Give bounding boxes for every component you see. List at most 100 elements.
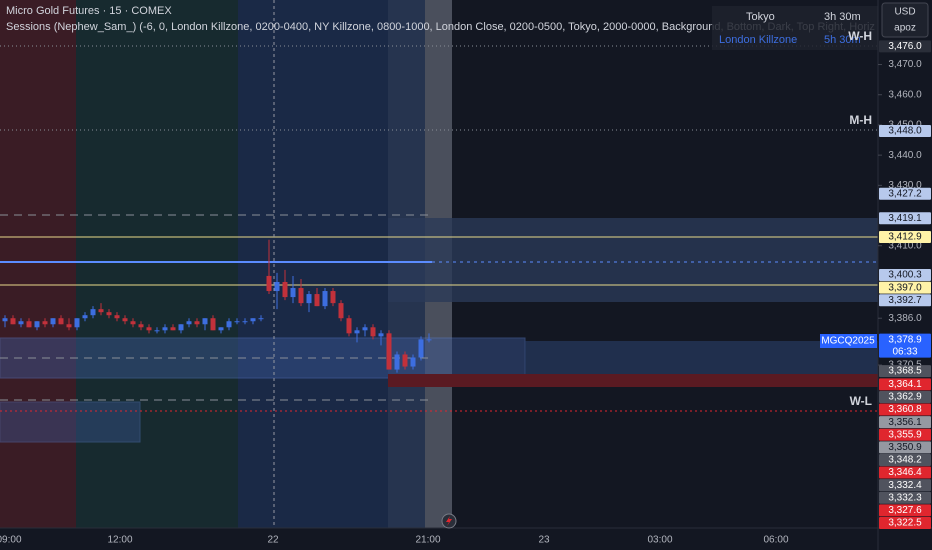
price-label-bg — [879, 491, 931, 504]
price-label: 3,360.8 — [888, 404, 922, 415]
candle-body — [242, 321, 248, 323]
candle-body — [154, 330, 160, 332]
symbol-tag-text: MGCQ2025 — [821, 336, 875, 347]
candle-body — [202, 318, 208, 325]
time-label: 09:00 — [0, 535, 22, 546]
candle-body — [186, 321, 192, 325]
session-time: 3h 30m — [824, 11, 861, 23]
price-label-bg — [879, 124, 931, 137]
candle-body — [178, 324, 184, 331]
time-label: 06:00 — [763, 535, 788, 546]
price-label-bg — [879, 40, 931, 53]
price-tick-label: 3,460.0 — [888, 89, 922, 100]
candle-body — [122, 318, 128, 322]
price-label: 3,346.4 — [888, 467, 922, 478]
price-label: 3,322.5 — [888, 518, 922, 529]
candle-body — [42, 321, 48, 325]
currency[interactable]: USD — [894, 7, 915, 18]
candle-body — [218, 327, 224, 331]
candle-body — [338, 303, 344, 319]
price-label-bg — [879, 479, 931, 492]
level-tag: W-L — [850, 394, 872, 408]
time-label: 12:00 — [107, 535, 132, 546]
time-label: 23 — [538, 535, 550, 546]
candle-body — [410, 357, 416, 367]
candle-body — [106, 312, 112, 316]
session-bg — [0, 0, 76, 528]
indicator-legend: Sessions (Nephew_Sam_) (-6, 0, London Ki… — [6, 21, 875, 33]
price-label-bg — [879, 294, 931, 307]
candle-body — [322, 291, 328, 307]
zone-box — [388, 218, 878, 302]
time-label: 21:00 — [415, 535, 440, 546]
price-label-bg — [879, 416, 931, 429]
session-name: Tokyo — [746, 11, 775, 23]
symbol-tag — [820, 334, 877, 348]
candle-body — [162, 327, 168, 331]
price-label: 3,350.9 — [888, 442, 922, 453]
user[interactable]: apoz — [894, 23, 916, 34]
price-label-bg — [879, 466, 931, 479]
candle-body — [274, 281, 280, 292]
price-label-bg — [879, 390, 931, 403]
candle-body — [402, 354, 408, 367]
candle-body — [282, 281, 288, 298]
candle-body — [370, 327, 376, 337]
symbol-title: Micro Gold Futures · 15 · COMEX — [6, 5, 172, 17]
candle-body — [314, 294, 320, 307]
session-name: London Killzone — [719, 34, 797, 46]
candle-body — [298, 288, 304, 304]
price-label-bg — [879, 333, 931, 358]
candle-body — [114, 315, 120, 319]
price-tick-label: 3,430.0 — [888, 180, 922, 191]
price-label: 3,392.7 — [888, 295, 922, 306]
candle-body — [330, 291, 336, 304]
price-tick-label: 3,470.0 — [888, 59, 922, 70]
candle-body — [386, 333, 392, 370]
price-label: 3,397.0 — [888, 282, 922, 293]
replay-icon[interactable] — [446, 516, 452, 526]
candle-body — [394, 354, 400, 370]
price-label-bg — [879, 378, 931, 391]
price-label-bg — [879, 504, 931, 517]
price-label: 3,419.1 — [888, 213, 922, 224]
candle-body — [18, 321, 24, 325]
currency-button[interactable] — [881, 2, 929, 38]
level-tag: W-H — [848, 29, 872, 43]
price-label-bg — [879, 230, 931, 243]
price-label-bg — [879, 365, 931, 378]
candle-body — [354, 330, 360, 334]
candle-body — [82, 315, 88, 319]
candle-body — [98, 309, 104, 313]
price-label-bg — [879, 187, 931, 200]
candle-body — [362, 327, 368, 331]
candle-body — [258, 318, 264, 320]
price-label-bg — [879, 428, 931, 441]
candle-body — [234, 321, 240, 323]
candle-body — [50, 318, 56, 325]
price-label: 3,378.9 — [888, 334, 922, 345]
zone-box — [0, 401, 141, 443]
candle-body — [266, 275, 272, 292]
candle-body — [306, 294, 312, 304]
zone-box — [0, 337, 526, 379]
price-label-bg — [879, 269, 931, 282]
zone-box — [388, 374, 878, 387]
level-tag: M-H — [849, 113, 872, 127]
price-label-bg — [879, 453, 931, 466]
price-tick-label: 3,386.0 — [888, 313, 922, 324]
price-tick-label: 3,410.0 — [888, 240, 922, 251]
price-label: 3,400.3 — [888, 270, 922, 281]
countdown: 06:33 — [892, 346, 917, 357]
session-bg — [76, 0, 238, 528]
price-label: 3,332.3 — [888, 492, 922, 503]
candle-body — [426, 339, 432, 341]
session-table — [712, 6, 878, 50]
candle-body — [2, 318, 8, 322]
candle-body — [10, 318, 16, 325]
candle-body — [346, 318, 352, 334]
candle-body — [378, 333, 384, 337]
candle-body — [66, 324, 72, 328]
candle-body — [34, 321, 40, 328]
